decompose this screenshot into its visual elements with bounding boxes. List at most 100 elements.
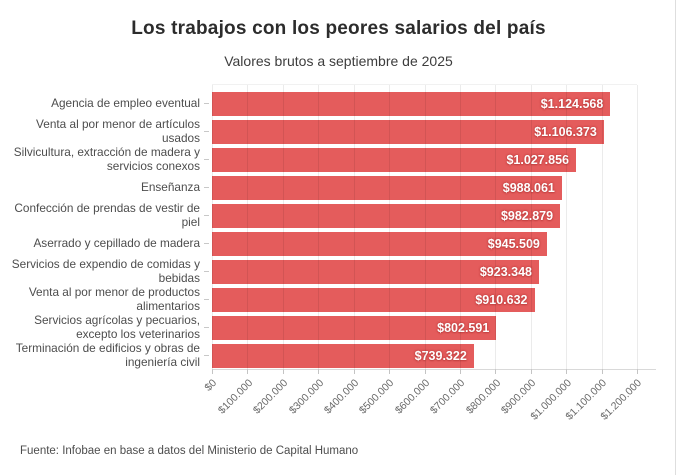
chart-subtitle: Valores brutos a septiembre de 2025 — [224, 52, 453, 69]
bar-cell: $945.509 — [212, 230, 677, 258]
bar-value-label: $802.591 — [437, 320, 490, 335]
bar-value-label: $988.061 — [502, 180, 555, 195]
category-label-text: Venta al por menor de artículos usados — [36, 116, 200, 145]
bar-cell: $1.124.568 — [212, 90, 677, 118]
salary-bar: $988.061 — [212, 175, 562, 200]
category-label-text: Agencia de empleo eventual — [51, 95, 200, 110]
category-label-text: Aserrado y cepillado de madera — [33, 235, 200, 250]
category-label-text: Confección de prendas de vestir de piel — [14, 200, 200, 229]
bar-value-label: $739.322 — [414, 348, 467, 363]
category-label: Terminación de edificios y obras de inge… — [0, 340, 212, 370]
chart-row: Terminación de edificios y obras de inge… — [0, 340, 677, 370]
category-label: Venta al por menor de productos alimenta… — [0, 284, 212, 314]
category-tick-mark — [204, 103, 209, 105]
x-tick-mark — [566, 369, 568, 374]
category-label: Enseñanza — [0, 179, 212, 195]
chart-row: Servicios de expendio de comidas y bebid… — [0, 256, 677, 286]
category-tick-mark — [204, 243, 209, 245]
bar-value-label: $1.106.373 — [534, 124, 597, 139]
x-tick-mark — [318, 369, 320, 374]
bar-cell: $1.027.856 — [212, 146, 677, 174]
category-tick-mark — [204, 355, 209, 357]
salary-bar: $1.124.568 — [212, 91, 611, 116]
category-tick-mark — [204, 159, 209, 161]
x-tick-label: $400.000 — [321, 376, 362, 417]
bar-cell: $1.106.373 — [212, 118, 677, 146]
salary-bar: $1.027.856 — [212, 147, 576, 172]
category-label: Confección de prendas de vestir de piel — [0, 200, 212, 230]
category-label: Aserrado y cepillado de madera — [0, 235, 212, 251]
category-tick-mark — [204, 271, 209, 273]
x-axis-line — [212, 368, 656, 370]
category-label-text: Enseñanza — [140, 179, 200, 194]
category-label: Agencia de empleo eventual — [0, 95, 212, 111]
chart-row: Venta al por menor de artículos usados $1… — [0, 116, 677, 146]
salary-bar: $802.591 — [212, 315, 497, 340]
category-tick-mark — [204, 187, 209, 189]
x-tick-mark — [495, 369, 497, 374]
chart-row: Venta al por menor de productos alimenta… — [0, 284, 677, 314]
x-tick-label: $500.000 — [357, 376, 397, 417]
x-tick-mark — [282, 369, 284, 374]
chart-row: Silvicultura, extracción de madera y ser… — [0, 144, 677, 174]
x-tick-mark — [459, 369, 461, 374]
category-tick-mark — [204, 327, 209, 329]
category-tick-mark — [204, 215, 209, 217]
bar-value-label: $923.348 — [479, 264, 532, 279]
category-label-text: Terminación de edificios y obras de inge… — [15, 340, 200, 369]
category-tick-mark — [204, 299, 209, 301]
bar-cell: $739.322 — [212, 342, 677, 370]
chart-row: Confección de prendas de vestir de piel $… — [0, 200, 677, 230]
bar-value-label: $910.632 — [475, 292, 528, 307]
category-label-text: Venta al por menor de productos alimenta… — [28, 284, 200, 313]
chart-row: Agencia de empleo eventual $1.124.568 — [0, 90, 677, 118]
bar-cell: $982.879 — [212, 202, 677, 230]
x-tick-label: $700.000 — [427, 376, 468, 417]
salary-bar: $945.509 — [212, 231, 547, 256]
x-tick-label: $0 — [202, 376, 220, 394]
bar-value-label: $1.124.568 — [540, 96, 604, 111]
salary-bar: $910.632 — [212, 287, 535, 312]
x-tick-mark — [637, 369, 638, 374]
x-tick-mark — [530, 369, 532, 374]
bar-cell: $923.348 — [212, 258, 677, 286]
salary-bar: $739.322 — [212, 343, 474, 368]
right-edge-border — [675, 0, 676, 475]
category-label-text: Servicios agrícolas y pecuarios, excepto… — [34, 312, 200, 341]
chart-header: Los trabajos con los peores salarios del… — [0, 18, 677, 70]
x-tick-label: $800.000 — [463, 376, 503, 417]
chart-row: Servicios agrícolas y pecuarios, excepto… — [0, 312, 677, 342]
category-label-text: Silvicultura, extracción de madera y ser… — [13, 144, 200, 173]
category-label-text: Servicios de expendio de comidas y bebid… — [11, 256, 200, 285]
x-axis: $0 $100.000 $200.000 $300.000 $400.000 $500.0… — [203, 369, 644, 432]
plot-area: Agencia de empleo eventual $1.124.568 Vent… — [0, 83, 677, 370]
x-tick-label: $600.000 — [392, 376, 432, 417]
category-tick-mark — [204, 131, 209, 133]
chart-row: Enseñanza $988.061 — [0, 174, 677, 202]
x-tick-mark — [212, 369, 213, 374]
x-tick-mark — [353, 369, 355, 374]
category-label: Silvicultura, extracción de madera y ser… — [0, 144, 212, 174]
bar-value-label: $982.879 — [500, 208, 554, 223]
source-note: Fuente: Infobae en base a datos del Mini… — [20, 444, 359, 457]
x-tick-label: $100.000 — [215, 376, 255, 417]
category-label: Servicios agrícolas y pecuarios, excepto… — [0, 312, 212, 342]
x-tick-label: $300.000 — [286, 376, 326, 417]
category-label: Venta al por menor de artículos usados — [0, 116, 212, 146]
salary-bar: $923.348 — [212, 259, 539, 284]
bar-value-label: $1.027.856 — [506, 152, 569, 167]
chart-row: Aserrado y cepillado de madera $945.509 — [0, 230, 677, 258]
x-tick-mark — [247, 369, 249, 374]
x-tick-mark — [424, 369, 426, 374]
salary-bar: $1.106.373 — [212, 119, 604, 144]
bar-cell: $988.061 — [212, 174, 677, 202]
x-tick-mark — [389, 369, 391, 374]
bar-cell: $802.591 — [212, 314, 677, 342]
category-label: Servicios de expendio de comidas y bebid… — [0, 256, 212, 286]
x-tick-label: $200.000 — [250, 376, 291, 417]
bar-cell: $910.632 — [212, 286, 677, 314]
chart-title: Los trabajos con los peores salarios del… — [131, 18, 546, 39]
bar-rows: Agencia de empleo eventual $1.124.568 Vent… — [0, 90, 677, 370]
salary-bar: $982.879 — [212, 203, 561, 228]
